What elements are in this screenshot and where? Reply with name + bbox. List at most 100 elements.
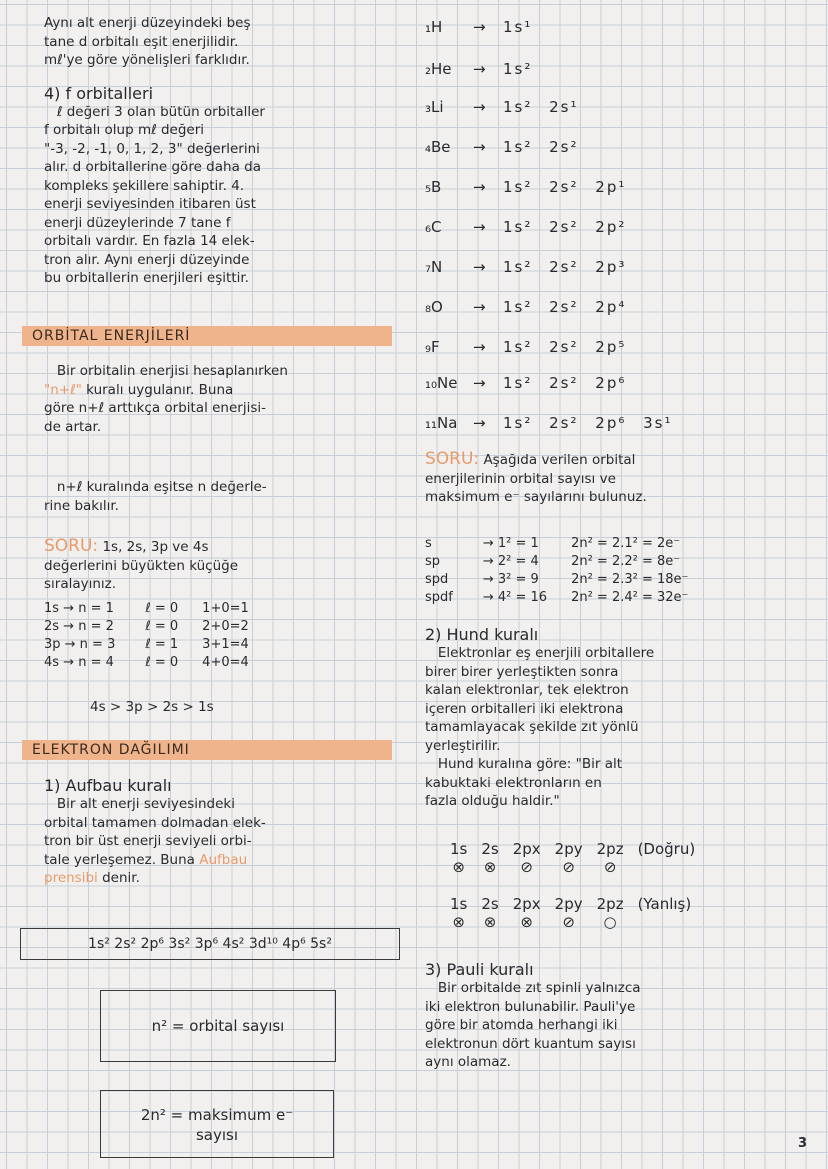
question-label: SORU: — [425, 449, 480, 469]
f-orbitals-heading: 4) f orbitalleri — [44, 83, 154, 103]
orbital-spin-icon: ⊘ — [562, 858, 575, 876]
element-symbol: ₃Li — [425, 98, 444, 116]
configuration-value: 1s² 2s² 2p³ — [503, 258, 627, 276]
orbital-box: 2pz ⊘ — [597, 840, 624, 876]
orbital-label: 1s — [450, 840, 468, 858]
table-cell: spd — [425, 572, 449, 587]
section-heading-electron-configuration: ELEKTRON DAĞILIMI — [22, 740, 392, 760]
element-symbol: ₈O — [425, 298, 443, 316]
arrow-icon: → — [473, 218, 486, 236]
configuration-row: ₄Be → 1s² 2s² — [425, 138, 579, 156]
table-cell: 2n² = 2.3² = 18e⁻ — [571, 572, 689, 587]
f-orbitals-text: ℓ değeri 3 olan bütün orbitaller f orbit… — [44, 103, 265, 287]
table-cell: ℓ = 0 — [145, 655, 179, 670]
arrow-icon: → — [473, 298, 486, 316]
filling-order-box: 1s² 2s² 2p⁶ 3s² 3p⁶ 4s² 3d¹⁰ 4p⁶ 5s² — [20, 928, 400, 960]
orbital-count-box: n² = orbital sayısı — [100, 990, 336, 1062]
energy-order: 4s > 3p > 2s > 1s — [90, 699, 214, 715]
pauli-text: Bir orbitalde zıt spinli yalnızca iki el… — [425, 980, 641, 1070]
n-plus-l-row: 4s → n = 4 ℓ = 0 4+0=4 — [44, 654, 273, 672]
pauli-block: 3) Pauli kuralı Bir orbitalde zıt spinli… — [425, 960, 810, 1072]
orbital-count-row: sp → 2² = 4 2n² = 2.2² = 8e⁻ — [425, 553, 712, 571]
page-number: 3 — [798, 1136, 808, 1151]
section-heading-orbital-energies: ORBİTAL ENERJİLERİ — [22, 326, 392, 346]
orbital-spin-icon: ⊘ — [603, 858, 617, 876]
orbital-label: 2px — [512, 840, 541, 858]
orbital-box: 2px ⊗ — [513, 895, 541, 931]
element-symbol: ₁₁Na — [425, 414, 458, 432]
table-cell: → 2² = 4 — [482, 554, 539, 569]
arrow-icon: → — [473, 60, 486, 78]
configuration-value: 1s² 2s² 2p² — [503, 218, 627, 236]
element-symbol: ₄Be — [425, 138, 451, 156]
orbital-label: 2s — [481, 895, 499, 913]
arrow-icon: → — [473, 414, 486, 432]
configuration-value: 1s² 2s² 2p¹ — [503, 178, 627, 196]
table-cell: 4+0=4 — [202, 655, 249, 670]
orbital-spin-icon: ⊘ — [562, 913, 575, 931]
configuration-row: ₁₁Na → 1s² 2s² 2p⁶ 3s¹ — [425, 414, 673, 432]
arrow-icon: → — [473, 258, 486, 276]
orbital-count-row: s → 1² = 1 2n² = 2.1² = 2e⁻ — [425, 535, 712, 553]
table-cell: ℓ = 0 — [145, 601, 179, 616]
arrow-icon: → — [473, 374, 486, 392]
aufbau-principle: Aufbau prensibi — [44, 851, 248, 887]
orbital-box: 1s ⊗ — [450, 840, 467, 876]
arrow-icon: → — [473, 98, 486, 116]
table-cell: → 4² = 16 — [482, 590, 548, 605]
orbital-spin-icon: ⊗ — [483, 913, 497, 931]
orbital-spin-icon: ⊗ — [452, 913, 465, 931]
right-question: SORU: Aşağıda verilen orbital enerjileri… — [425, 450, 805, 507]
n-plus-l-row: 2s → n = 2 ℓ = 0 2+0=2 — [44, 618, 273, 636]
configuration-row: ₉F → 1s² 2s² 2p⁵ — [425, 338, 626, 356]
aufbau-end: denir. — [97, 870, 140, 886]
hund-block: 2) Hund kuralı Elektronlar eş enerjili o… — [425, 625, 810, 811]
question-text: Aşağıda verilen orbital enerjilerinin or… — [425, 452, 647, 505]
configuration-value: 1s² 2s² 2p⁶ — [503, 374, 627, 392]
energy-text-1: Bir orbitalin enerjisi hesaplanırken — [44, 363, 288, 379]
table-cell: 2n² = 2.4² = 32e⁻ — [571, 590, 689, 605]
table-cell: 2n² = 2.2² = 8e⁻ — [571, 554, 681, 569]
configuration-value: 1s² 2s² 2p⁶ 3s¹ — [503, 414, 673, 432]
orbital-diagram-correct: 1s ⊗ 2s ⊗ 2px ⊘ 2py ⊘ 2pz ⊘ (Doğru) — [450, 840, 695, 876]
n-plus-l-row: 3p → n = 3 ℓ = 1 3+1=4 — [44, 636, 273, 654]
table-cell: 3+1=4 — [202, 637, 249, 652]
aufbau-heading: 1) Aufbau kuralı — [44, 776, 172, 795]
element-symbol: ₇N — [425, 258, 443, 276]
question-text: 1s, 2s, 3p ve 4s değerlerini büyükten kü… — [44, 539, 239, 592]
equal-rule-text: n+ℓ kuralında eşitse n değerle- rine bak… — [44, 479, 267, 514]
configuration-row: ₃Li → 1s² 2s¹ — [425, 98, 579, 116]
orbital-box: 2py ⊘ — [555, 840, 583, 876]
configuration-row: ₁₀Ne → 1s² 2s² 2p⁶ — [425, 374, 626, 392]
table-cell: s — [425, 536, 432, 551]
configuration-value: 1s² 2s² — [503, 138, 579, 156]
table-cell: 2s → n = 2 — [44, 619, 114, 634]
intro-text: Aynı alt enerji düzeyindeki beş tane d o… — [44, 15, 251, 68]
table-cell: 3p → n = 3 — [44, 637, 116, 652]
configuration-row: ₂He → 1s² — [425, 60, 532, 78]
table-cell: 2n² = 2.1² = 2e⁻ — [571, 536, 681, 551]
question-label: SORU: — [44, 536, 99, 556]
configuration-row: ₈O → 1s² 2s² 2p⁴ — [425, 298, 626, 316]
orbital-label: 2pz — [596, 895, 624, 913]
orbital-label: 2py — [554, 895, 583, 913]
hund-text: Elektronlar eş enerjili orbitallere bire… — [425, 645, 655, 809]
table-cell: 2+0=2 — [202, 619, 249, 634]
arrow-icon: → — [473, 178, 486, 196]
orbital-box: 2pz ○ — [597, 895, 624, 931]
configuration-value: 1s² 2s² 2p⁵ — [503, 338, 627, 356]
table-cell: → 1² = 1 — [482, 536, 539, 551]
orbital-spin-icon: ⊗ — [452, 858, 465, 876]
element-symbol: ₅B — [425, 178, 442, 196]
orbital-count-table: s → 1² = 1 2n² = 2.1² = 2e⁻ sp → 2² = 4 2n² =… — [425, 535, 712, 607]
table-cell: sp — [425, 554, 441, 569]
orbital-label: 2s — [481, 840, 499, 858]
orbital-label: 1s — [450, 895, 468, 913]
aufbau-block: 1) Aufbau kuralı Bir alt enerji seviyesi… — [44, 776, 404, 888]
table-cell: spdf — [425, 590, 453, 605]
configuration-value: 1s¹ — [503, 18, 533, 36]
energy-text-2: kuralı uygulanır. Buna göre n+ℓ arttıkça… — [44, 381, 266, 435]
max-electron-box: 2n² = maksimum e⁻ sayısı — [100, 1090, 334, 1158]
element-symbol: ₆C — [425, 218, 442, 236]
element-symbol: ₁H — [425, 18, 443, 36]
